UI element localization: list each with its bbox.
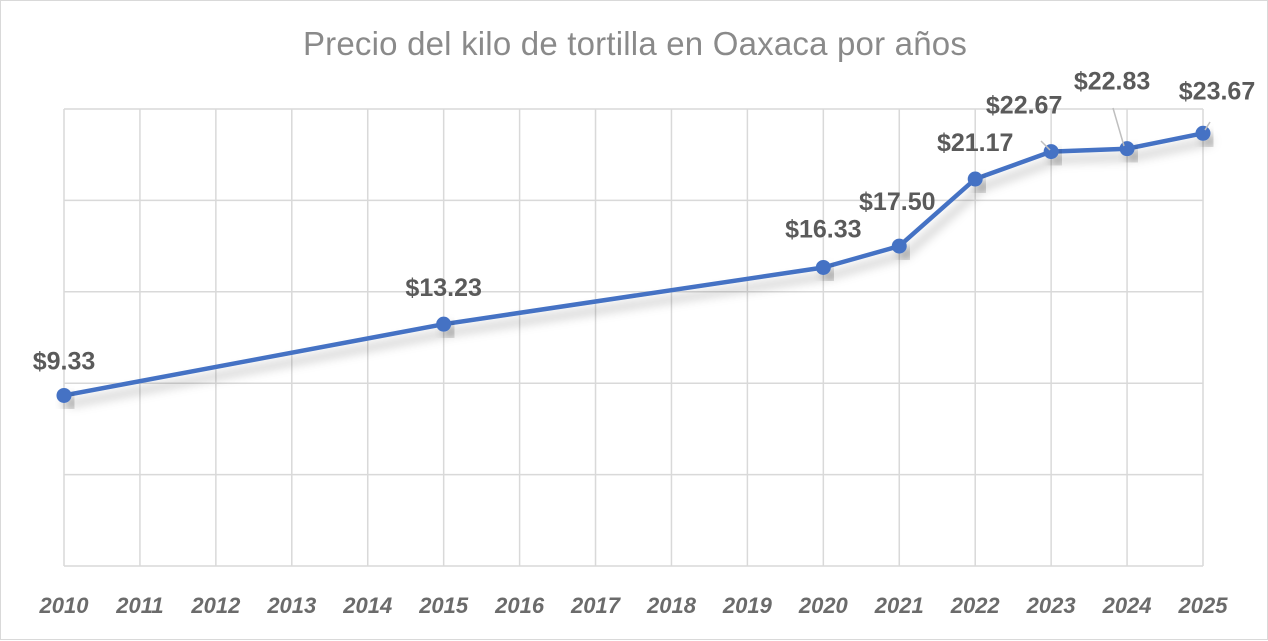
x-tick-label: 2012 bbox=[190, 593, 241, 618]
x-tick-label: 2023 bbox=[1026, 593, 1076, 618]
data-label: $9.33 bbox=[33, 347, 96, 375]
x-tick-label: 2021 bbox=[874, 593, 924, 618]
chart-title: Precio del kilo de tortilla en Oaxaca po… bbox=[302, 25, 968, 62]
data-point-marker bbox=[436, 316, 452, 332]
x-tick-label: 2014 bbox=[342, 593, 392, 618]
data-point-marker bbox=[891, 238, 907, 254]
x-tick-label: 2025 bbox=[1178, 593, 1229, 618]
x-tick-label: 2015 bbox=[418, 593, 469, 618]
data-point-marker bbox=[1119, 141, 1135, 157]
data-point-marker bbox=[967, 171, 983, 187]
data-label: $22.83 bbox=[1074, 68, 1150, 96]
data-label: $16.33 bbox=[785, 215, 861, 243]
data-label: $22.67 bbox=[986, 92, 1062, 120]
x-tick-label: 2010 bbox=[39, 593, 90, 618]
x-tick-label: 2017 bbox=[570, 593, 622, 618]
x-tick-label: 2022 bbox=[950, 593, 1001, 618]
data-label: $21.17 bbox=[937, 129, 1013, 157]
series-group bbox=[56, 125, 1211, 403]
x-tick-label: 2013 bbox=[266, 593, 316, 618]
x-tick-label: 2024 bbox=[1102, 593, 1152, 618]
data-label-leader-line bbox=[1040, 140, 1051, 151]
x-tick-label: 2011 bbox=[115, 593, 163, 618]
x-tick-label: 2018 bbox=[646, 593, 697, 618]
data-label-leader-line bbox=[1204, 121, 1211, 131]
x-tick-label: 2020 bbox=[798, 593, 849, 618]
data-label-leader-line bbox=[1112, 107, 1125, 147]
data-point-marker bbox=[1195, 125, 1211, 141]
gridlines bbox=[63, 108, 1204, 567]
series-line bbox=[61, 131, 1206, 398]
data-point-marker bbox=[56, 387, 72, 403]
data-point-marker bbox=[815, 259, 831, 275]
data-label: $13.23 bbox=[405, 274, 481, 302]
x-tick-label: 2016 bbox=[494, 593, 545, 618]
data-label: $23.67 bbox=[1179, 77, 1255, 105]
x-tick-label: 2019 bbox=[722, 593, 773, 618]
data-label: $17.50 bbox=[859, 188, 935, 216]
data-labels: $9.33 $13.23 $16.33$17.50 $21.17 $22.67 $22.8… bbox=[33, 68, 1256, 376]
x-axis-tick-labels: 2010 2011 2012 2013 2014 2015 2016 2017 2018 2019… bbox=[39, 593, 1229, 618]
